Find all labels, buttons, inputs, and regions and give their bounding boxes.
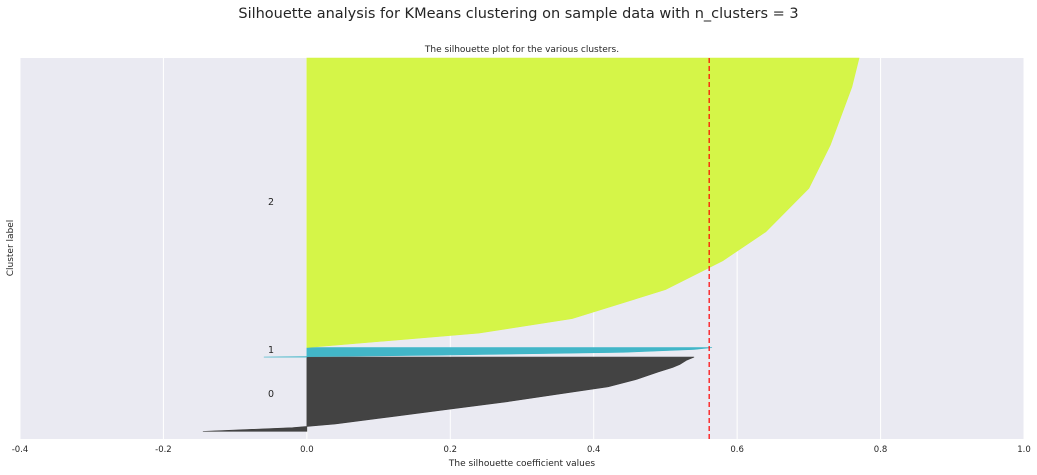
cluster-labels: 0 1 2 <box>268 197 274 400</box>
x-axis-label: The silhouette coefficient values <box>448 459 596 469</box>
x-tick-label: 1.0 <box>1017 445 1031 455</box>
figure-suptitle: Silhouette analysis for KMeans clusterin… <box>238 6 799 22</box>
x-tick-label: -0.2 <box>155 445 172 455</box>
cluster-label-2: 2 <box>268 197 274 208</box>
x-tick-label: 0.8 <box>874 445 888 455</box>
plot-title: The silhouette plot for the various clus… <box>424 45 619 55</box>
x-tick-label: 0.2 <box>444 445 458 455</box>
cluster-label-1: 1 <box>268 345 274 356</box>
x-tick-labels: -0.4 -0.2 0.0 0.2 0.4 0.6 0.8 1.0 <box>12 445 1031 455</box>
silhouette-band-cluster-0 <box>202 356 695 432</box>
cluster-label-0: 0 <box>268 389 274 400</box>
y-axis-label: Cluster label <box>6 220 16 277</box>
silhouette-band-cluster-1 <box>263 347 713 358</box>
silhouette-bands <box>202 57 860 432</box>
silhouette-band-cluster-2 <box>306 57 860 348</box>
x-tick-label: 0.4 <box>587 445 601 455</box>
x-tick-label: -0.4 <box>12 445 29 455</box>
x-tick-label: 0.6 <box>730 445 744 455</box>
x-tick-label: 0.0 <box>300 445 314 455</box>
